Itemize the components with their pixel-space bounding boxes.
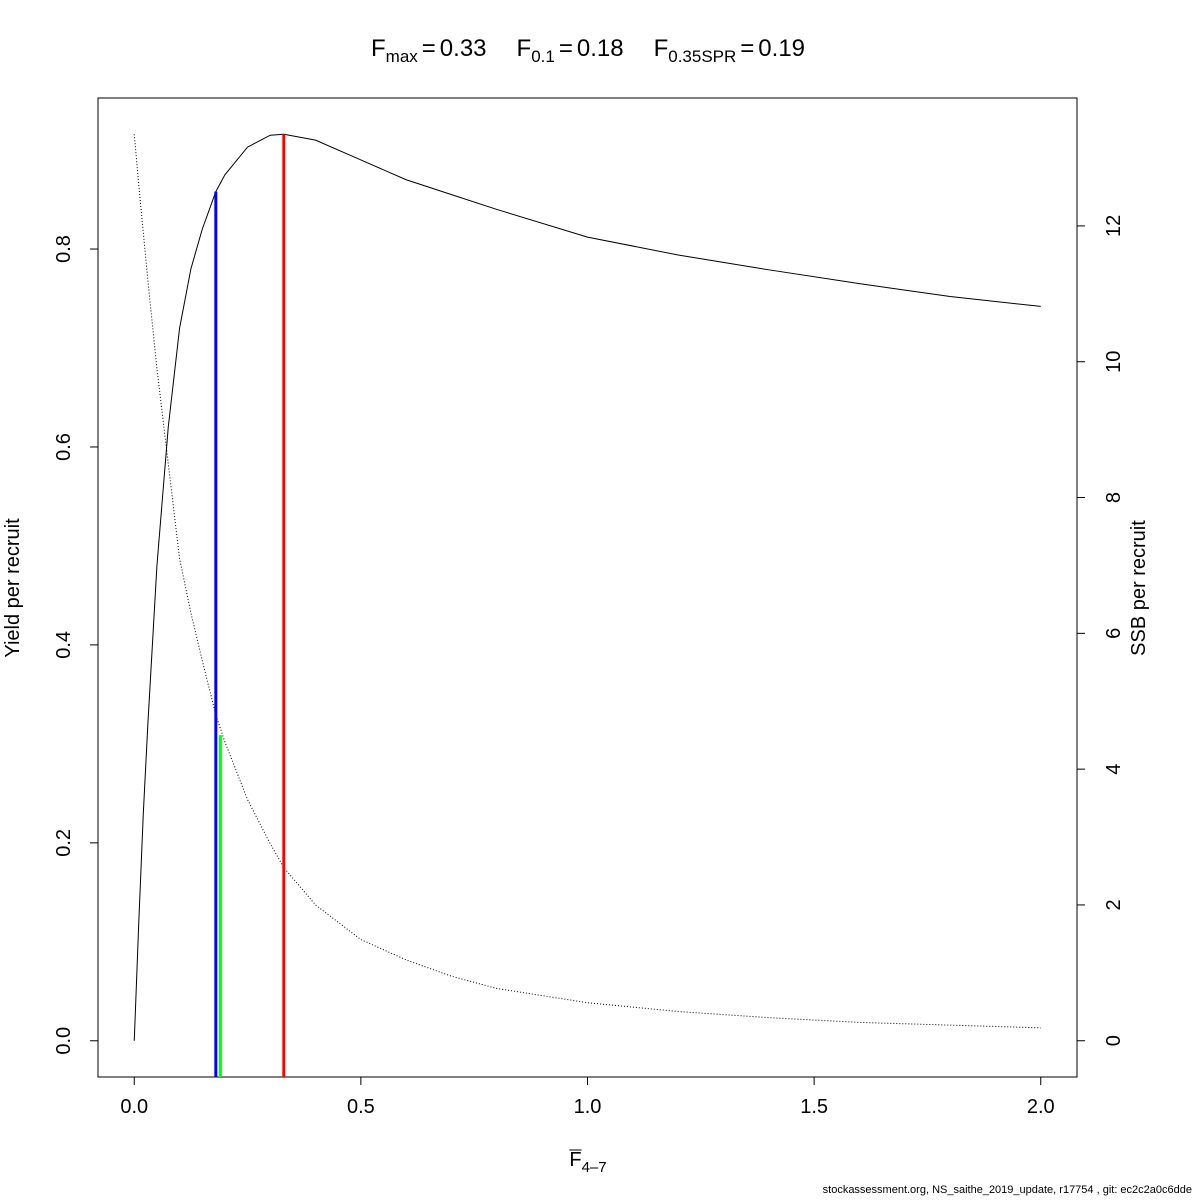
plot-box bbox=[97, 97, 1078, 1078]
chart-title: Fmax = 0.33 F0.1 = 0.18 F0.35SPR = 0.19 bbox=[371, 35, 805, 66]
y-tick-label: 0.0 bbox=[53, 1027, 75, 1055]
y-axis-label: Yield per recruit bbox=[2, 518, 24, 658]
title-symbol: F bbox=[371, 35, 386, 62]
y-tick-label: 0.2 bbox=[53, 829, 75, 857]
title-value: 0.33 bbox=[440, 35, 487, 62]
title-relation: = bbox=[422, 35, 436, 62]
x-tick-label: 0.5 bbox=[347, 1096, 375, 1118]
x-axis-label: F4–7 bbox=[569, 1149, 606, 1176]
title-relation: = bbox=[559, 35, 573, 62]
x-tick-label: 0.0 bbox=[120, 1096, 148, 1118]
x-label-subscript: 4–7 bbox=[582, 1159, 607, 1176]
y2-tick-label: 2 bbox=[1103, 899, 1125, 910]
x-tick-label: 2.0 bbox=[1027, 1096, 1055, 1118]
y-tick-label: 0.6 bbox=[53, 433, 75, 461]
y-tick-label: 0.8 bbox=[53, 235, 75, 263]
title-symbol: F bbox=[517, 35, 532, 62]
x-tick-label: 1.5 bbox=[800, 1096, 828, 1118]
title-subscript: 0.35SPR bbox=[668, 47, 736, 66]
footer: stockassessment.org, NS_saithe_2019_upda… bbox=[823, 1184, 1192, 1196]
title-symbol: F bbox=[654, 35, 669, 62]
series-line bbox=[133, 133, 1041, 1041]
title-value: 0.18 bbox=[577, 35, 624, 62]
y2-tick-label: 8 bbox=[1103, 492, 1125, 503]
y2-tick-label: 6 bbox=[1103, 628, 1125, 639]
x-label-symbol: F bbox=[569, 1149, 581, 1171]
title-value: 0.19 bbox=[758, 35, 805, 62]
title-subscript: max bbox=[386, 47, 419, 66]
series-line bbox=[133, 134, 1041, 1029]
x-tick-label: 1.0 bbox=[574, 1096, 602, 1118]
y2-tick-label: 10 bbox=[1103, 351, 1125, 373]
y2-tick-label: 12 bbox=[1103, 215, 1125, 237]
y-tick-label: 0.4 bbox=[53, 631, 75, 659]
y2-axis-label: SSB per recruit bbox=[1128, 520, 1150, 656]
title-subscript: 0.1 bbox=[531, 47, 555, 66]
title-relation: = bbox=[740, 35, 754, 62]
y2-tick-label: 0 bbox=[1103, 1035, 1125, 1046]
y2-tick-label: 4 bbox=[1103, 764, 1125, 775]
